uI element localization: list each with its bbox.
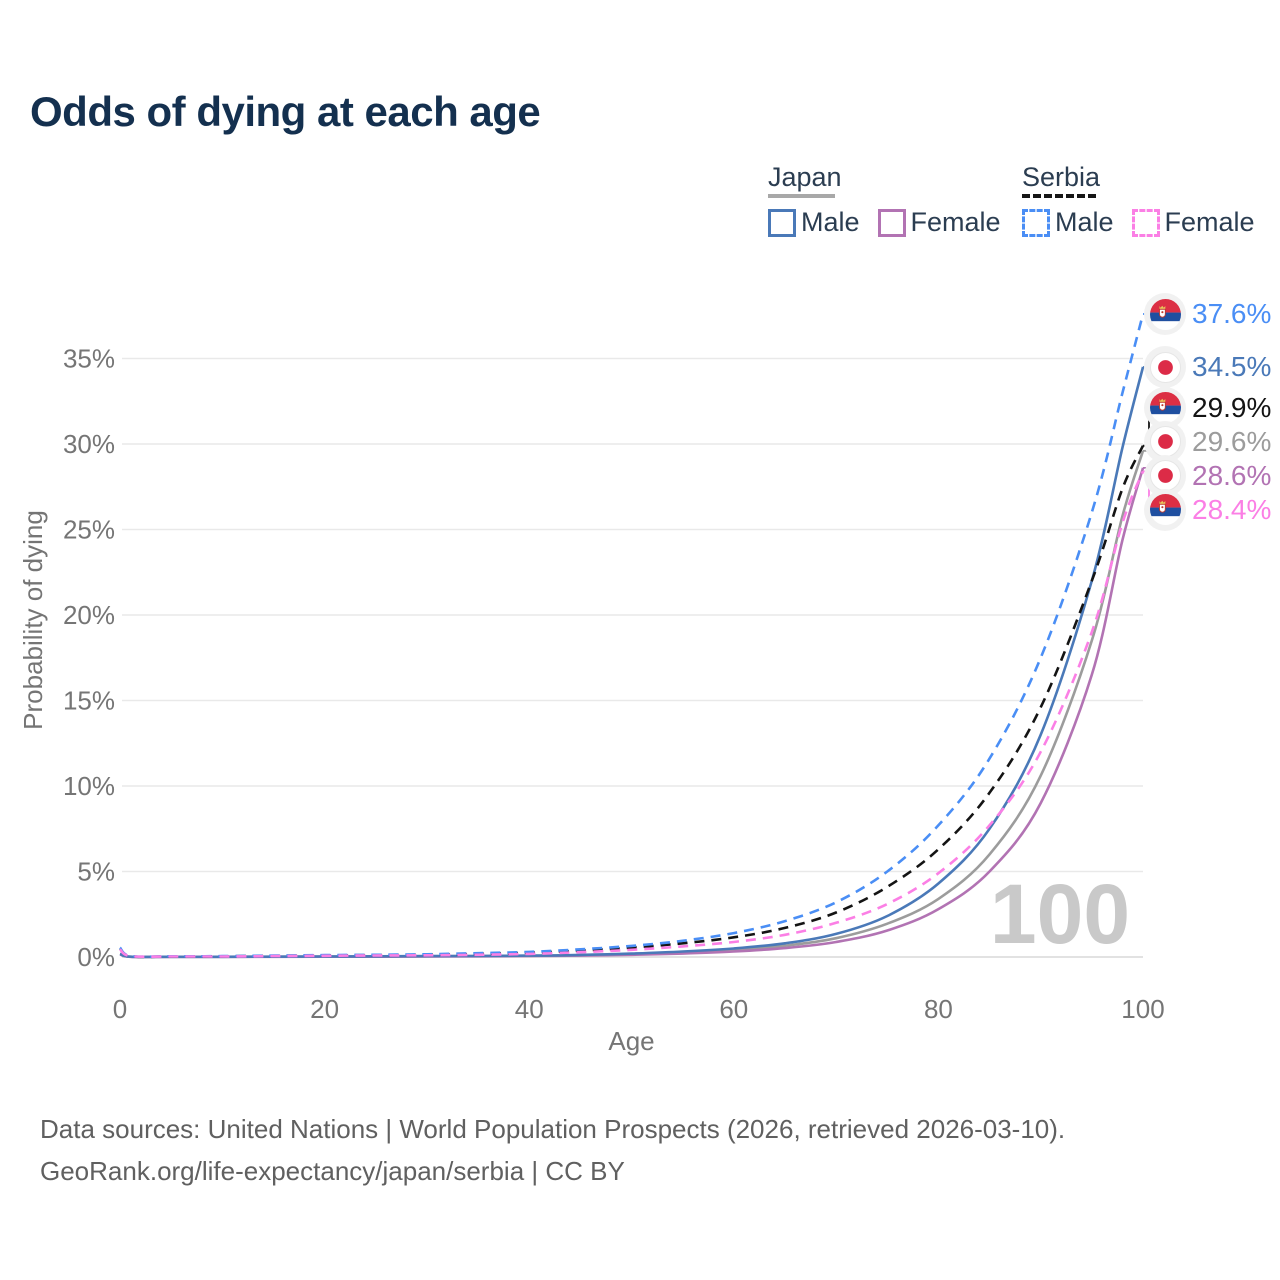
chart-legend: Japan Male Female Serbia Male Female <box>0 0 1280 250</box>
x-tick-label: 20 <box>310 994 339 1024</box>
legend-label-serbia_male[interactable]: Male <box>1055 207 1114 237</box>
y-tick-label: 5% <box>77 857 115 887</box>
footer-sources-line: Data sources: United Nations | World Pop… <box>40 1114 1066 1144</box>
japan-flag-icon <box>1149 351 1181 383</box>
series-line-serbia_total[interactable] <box>119 445 1145 959</box>
end-label-japan_total: 29.6% <box>1144 420 1272 463</box>
y-tick-label: 20% <box>63 600 115 630</box>
flag-halo <box>1144 420 1186 463</box>
legend-label-serbia_female[interactable]: Female <box>1164 207 1255 237</box>
y-tick-label: 30% <box>63 429 115 459</box>
x-tick-label: 100 <box>1121 994 1164 1024</box>
y-axis-title: Probability of dying <box>18 510 48 730</box>
legend-linestyle-sample-serbia <box>1022 194 1096 198</box>
y-tick-label: 0% <box>77 942 115 972</box>
japan-flag-icon <box>1149 460 1181 492</box>
legend-checkbox-japan_female[interactable] <box>877 208 906 237</box>
x-axis-title: Age <box>608 1026 654 1056</box>
x-tick-label: 60 <box>719 994 748 1024</box>
legend-label-japan_male[interactable]: Male <box>801 207 860 237</box>
flag-halo <box>1144 346 1186 389</box>
y-tick-label: 25% <box>63 515 115 545</box>
serbia-flag-icon <box>1149 298 1181 330</box>
hover-age-watermark: 100 <box>990 867 1130 961</box>
japan-flag-icon <box>1149 426 1181 458</box>
end-label-value: 28.6% <box>1192 459 1272 491</box>
legend-country-japan[interactable]: Japan <box>768 162 842 192</box>
series-line-serbia_female[interactable] <box>119 470 1145 959</box>
legend-checkbox-serbia_female[interactable] <box>1131 208 1160 237</box>
footer-link-line: GeoRank.org/life-expectancy/japan/serbia… <box>40 1156 625 1186</box>
legend-label-japan_female[interactable]: Female <box>910 207 1001 237</box>
legend-country-serbia[interactable]: Serbia <box>1022 162 1101 192</box>
serbia-flag-icon <box>1149 392 1181 424</box>
end-label-serbia_male: 37.6% <box>1144 293 1272 336</box>
end-label-value: 37.6% <box>1192 298 1272 330</box>
legend-linestyle-sample-japan <box>768 194 835 198</box>
x-tick-label: 80 <box>924 994 953 1024</box>
end-label-value: 29.6% <box>1192 425 1272 457</box>
end-label-japan_female: 28.6% <box>1144 454 1272 497</box>
end-label-value: 34.5% <box>1192 351 1272 383</box>
y-tick-label: 10% <box>63 771 115 801</box>
x-tick-label: 40 <box>515 994 544 1024</box>
legend-group-japan: Japan Male Female <box>768 163 1001 238</box>
x-tick-label: 0 <box>113 994 127 1024</box>
flag-halo <box>1144 293 1186 336</box>
page-title: Odds of dying at each age <box>30 88 541 135</box>
end-label-value: 28.4% <box>1192 493 1272 525</box>
legend-checkbox-serbia_male[interactable] <box>1022 208 1050 237</box>
legend-checkbox-japan_male[interactable] <box>768 208 796 237</box>
end-label-japan_male: 34.5% <box>1144 346 1272 389</box>
end-label-serbia_female: 28.4% <box>1144 488 1272 531</box>
y-tick-label: 35% <box>63 344 115 374</box>
y-tick-label: 15% <box>63 686 115 716</box>
flag-halo <box>1144 454 1186 497</box>
flag-halo <box>1144 488 1186 531</box>
series-line-serbia_male[interactable] <box>119 313 1145 959</box>
legend-group-serbia: Serbia Male Female <box>1022 163 1255 238</box>
end-label-value: 29.9% <box>1192 391 1272 423</box>
chart-footer: Data sources: United Nations | World Pop… <box>40 1108 1065 1192</box>
serbia-flag-icon <box>1149 494 1181 526</box>
